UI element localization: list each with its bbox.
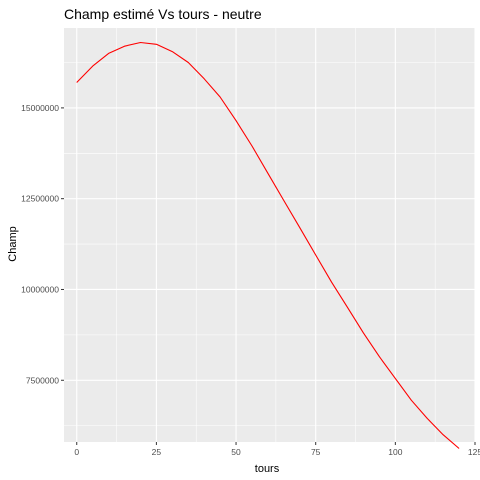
x-tick-label: 50 [231, 447, 241, 457]
y-tick-label: 12500000 [21, 194, 59, 204]
y-tick-label: 10000000 [21, 284, 59, 294]
y-axis-label: Champ [7, 226, 19, 261]
x-tick-label: 125 [468, 447, 480, 457]
x-axis: 0 25 50 75 100 125 [74, 442, 480, 457]
x-tick-label: 25 [152, 447, 162, 457]
x-tick-label: 0 [74, 447, 79, 457]
x-axis-label: tours [255, 463, 280, 475]
y-tick-label: 7500000 [26, 375, 59, 385]
y-axis: 7500000 10000000 12500000 15000000 [21, 103, 64, 385]
x-tick-label: 100 [388, 447, 402, 457]
y-tick-label: 15000000 [21, 103, 59, 113]
x-tick-label: 75 [311, 447, 321, 457]
chart-title: Champ estimé Vs tours - neutre [64, 6, 262, 22]
